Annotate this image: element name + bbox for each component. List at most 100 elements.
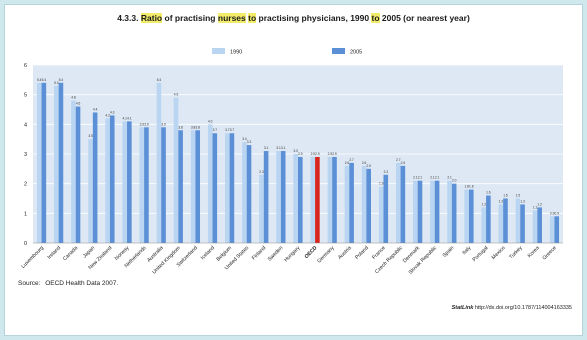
bar-1990 bbox=[190, 130, 196, 243]
data-label: 4.9 bbox=[174, 93, 179, 97]
bar-1990 bbox=[88, 139, 93, 243]
data-label: 2.9 bbox=[311, 152, 316, 156]
x-tick-label: Luxembourg bbox=[20, 245, 45, 270]
bar-2005 bbox=[383, 174, 389, 243]
x-tick-label: Finland bbox=[251, 245, 267, 261]
data-label: 5.4 bbox=[157, 78, 162, 82]
data-label: 4.1 bbox=[127, 116, 132, 120]
figure-panel: 4.3.3. Ratio of practising nurses to pra… bbox=[4, 4, 583, 336]
x-tick-label: Greece bbox=[542, 245, 558, 261]
data-label: 2.9 bbox=[332, 152, 337, 156]
bar-1990 bbox=[310, 156, 316, 243]
bar-2005 bbox=[503, 198, 508, 243]
data-label: 3.7 bbox=[230, 128, 235, 132]
data-label: 2.6 bbox=[362, 161, 367, 165]
x-tick-label: Canada bbox=[62, 245, 79, 262]
x-tick-label: France bbox=[371, 245, 387, 261]
title-text-b: practising physicians, 1990 bbox=[258, 13, 370, 23]
data-label: 3.9 bbox=[140, 122, 145, 126]
legend-swatch-1990 bbox=[212, 48, 225, 54]
data-label: 2.6 bbox=[401, 161, 406, 165]
x-tick-label: Ireland bbox=[47, 245, 63, 261]
bar-1990 bbox=[276, 151, 281, 243]
statlink-note: StatLink http://dx.doi.org/10.1787/11400… bbox=[452, 305, 572, 311]
data-label: 4.2 bbox=[105, 113, 110, 117]
data-label: 2.9 bbox=[298, 152, 303, 156]
data-label: 3.8 bbox=[191, 125, 196, 129]
bar-2005 bbox=[332, 156, 337, 243]
data-label: 1.9 bbox=[379, 182, 384, 186]
data-label: 2.3 bbox=[384, 170, 389, 174]
data-label: 3.0 bbox=[293, 149, 298, 153]
data-label: 3.8 bbox=[196, 125, 201, 129]
bar-2005 bbox=[468, 189, 474, 243]
title-word-nurses: nurses bbox=[217, 13, 246, 23]
bar-1990 bbox=[122, 121, 128, 243]
bar-1990 bbox=[225, 133, 230, 243]
data-label: 4.3 bbox=[110, 110, 115, 114]
x-tick-label: Iceland bbox=[200, 245, 216, 261]
x-tick-label: Austria bbox=[337, 245, 353, 261]
title-prefix: 4.3.3. bbox=[117, 13, 139, 23]
data-label: 2.1 bbox=[418, 176, 423, 180]
bar-2005 bbox=[144, 127, 149, 243]
data-label: 1.5 bbox=[503, 194, 508, 198]
bar-1990 bbox=[447, 180, 452, 243]
bar-1990 bbox=[207, 124, 213, 243]
bar-2005 bbox=[349, 162, 354, 243]
data-label: 3.7 bbox=[225, 128, 230, 132]
bar-2005 bbox=[58, 82, 64, 243]
data-label: 4.8 bbox=[71, 96, 76, 100]
data-label: 2.6 bbox=[345, 161, 350, 165]
bar-2005 bbox=[161, 127, 166, 243]
data-label: 2.7 bbox=[396, 158, 401, 162]
x-tick-label: Korea bbox=[527, 245, 541, 259]
y-tick-label: 2 bbox=[24, 182, 27, 188]
bar-2005 bbox=[554, 216, 560, 243]
statlink-url[interactable]: http://dx.doi.org/10.1787/114004163335 bbox=[474, 305, 572, 311]
data-label: 1.1 bbox=[533, 205, 538, 209]
data-label: 1.2 bbox=[537, 202, 542, 206]
bar-2005 bbox=[75, 106, 81, 244]
bar-2005 bbox=[195, 130, 201, 243]
y-tick-label: 5 bbox=[24, 93, 27, 99]
data-label: 1.8 bbox=[464, 185, 469, 189]
chart-title: 4.3.3. Ratio of practising nurses to pra… bbox=[5, 13, 582, 23]
bar-1990 bbox=[481, 207, 487, 243]
data-label: 3.5 bbox=[88, 134, 93, 138]
source-text: OECD Health Data 2007. bbox=[45, 280, 119, 287]
bar-2005 bbox=[109, 115, 115, 243]
x-tick-label: Sweden bbox=[267, 245, 285, 263]
bar-2005 bbox=[417, 180, 423, 243]
bar-1990 bbox=[430, 180, 435, 243]
data-label: 3.9 bbox=[161, 122, 166, 126]
bar-1990 bbox=[105, 118, 110, 243]
data-label: 0.9 bbox=[555, 211, 560, 215]
bar-2005 bbox=[246, 145, 252, 243]
data-label: 2.0 bbox=[452, 179, 457, 183]
legend-label-2005: 2005 bbox=[350, 50, 362, 56]
bar-1990 bbox=[156, 82, 162, 243]
data-label: 1.8 bbox=[469, 185, 474, 189]
bar-2005 bbox=[212, 133, 218, 243]
data-label: 2.3 bbox=[259, 170, 264, 174]
bar-2005 bbox=[400, 165, 406, 243]
data-label: 0.9 bbox=[550, 211, 555, 215]
source-label: Source: bbox=[18, 280, 41, 287]
data-label: 3.1 bbox=[276, 146, 281, 150]
bar-1990 bbox=[515, 198, 521, 243]
data-label: 5.4 bbox=[59, 78, 64, 82]
bar-1990 bbox=[464, 189, 469, 243]
x-tick-label: Japan bbox=[82, 245, 96, 259]
data-label: 3.1 bbox=[281, 146, 286, 150]
legend-swatch-2005 bbox=[332, 48, 345, 54]
x-tick-label: Hungary bbox=[283, 245, 301, 263]
x-tick-label: Poland bbox=[354, 245, 370, 261]
bar-2005 bbox=[298, 156, 303, 243]
bar-1990 bbox=[173, 97, 179, 243]
x-tick-label: Spain bbox=[442, 245, 456, 259]
bar-1990 bbox=[413, 180, 418, 243]
bar-1990 bbox=[344, 165, 350, 243]
y-tick-label: 1 bbox=[24, 211, 27, 217]
